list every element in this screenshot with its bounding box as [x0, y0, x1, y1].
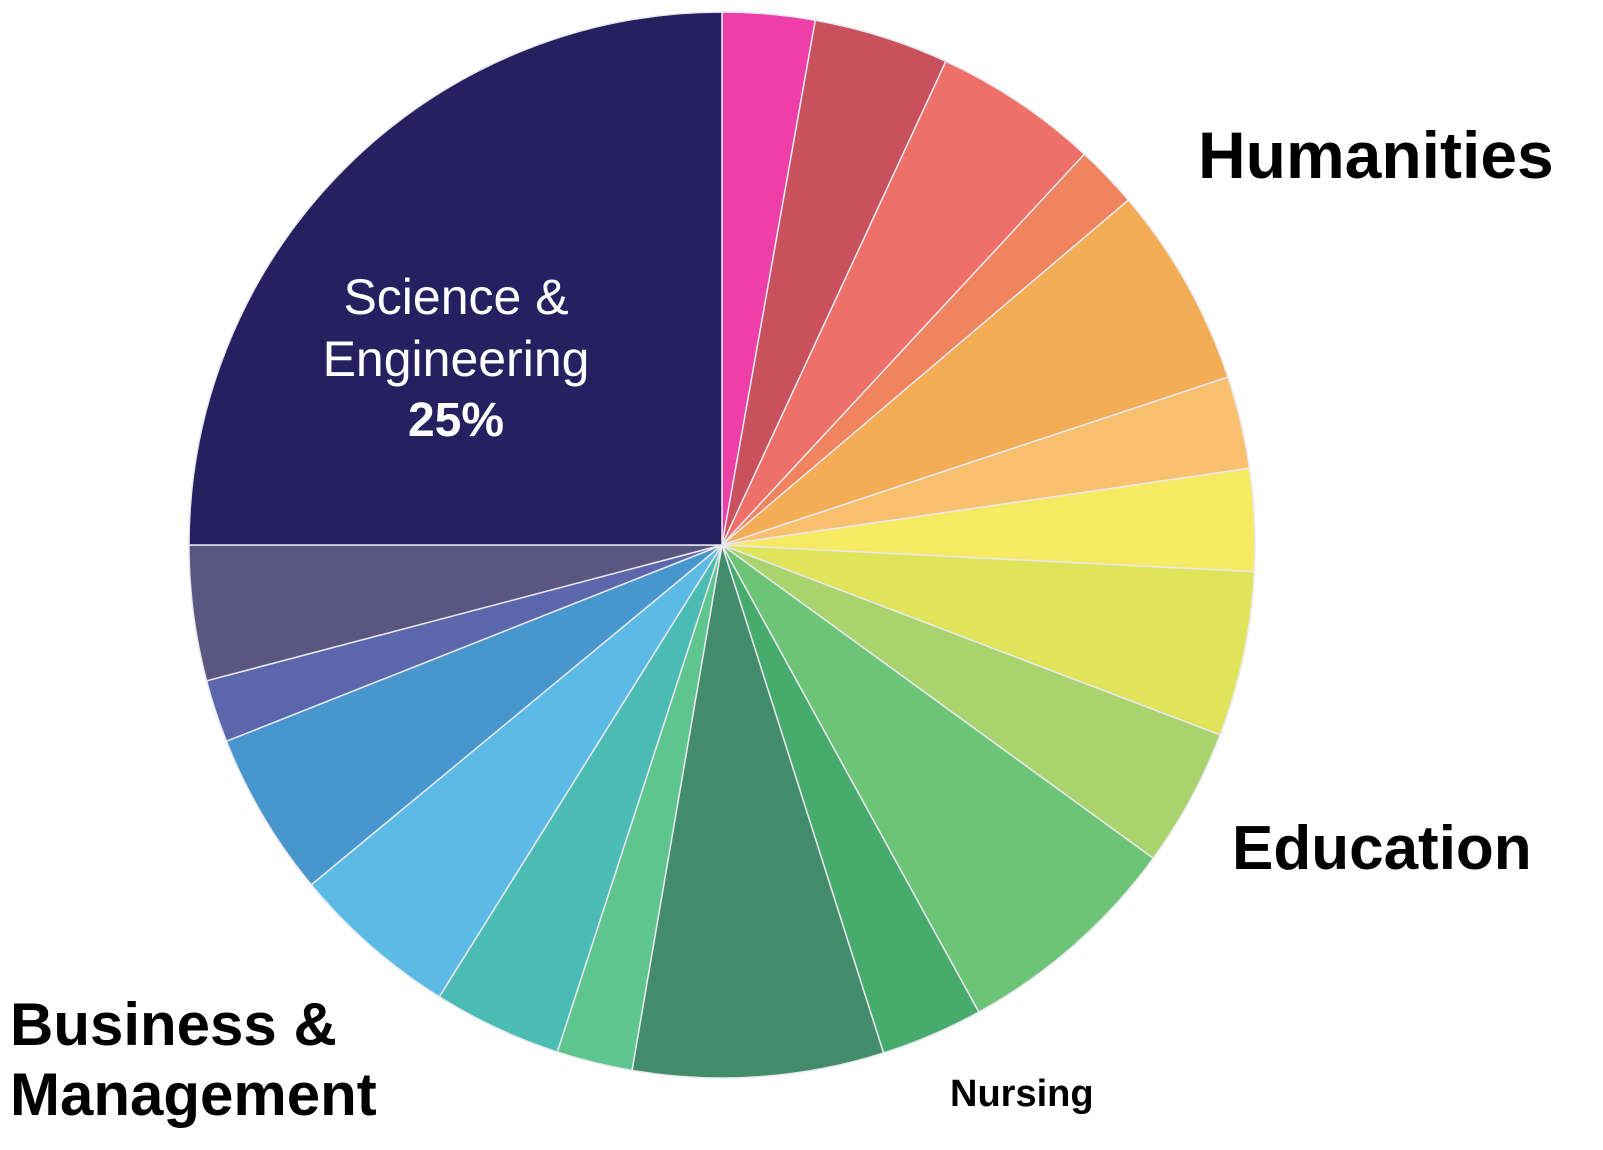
group-label: Education — [1232, 814, 1532, 883]
slice-name: Science & Engineering — [322, 269, 590, 387]
slice-value-label: 25% — [407, 394, 505, 447]
pie-slice — [721, 60, 1086, 546]
group-label: Nursing — [950, 1073, 1094, 1115]
pie-slice — [310, 544, 723, 998]
pie-slice — [225, 544, 723, 886]
pie-slice — [631, 544, 885, 1079]
pie-slice — [721, 544, 1256, 736]
group-label: Business & Management — [10, 991, 377, 1128]
group-label: Humanities — [1198, 118, 1554, 192]
pie-slice — [721, 199, 1229, 546]
slice-label: Science & Engineering 25% — [306, 266, 606, 452]
pie-slice — [721, 544, 1155, 1014]
pie-slice — [188, 11, 723, 546]
